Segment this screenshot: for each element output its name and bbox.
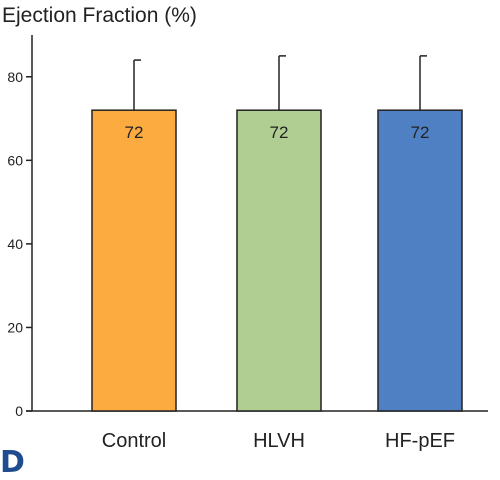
- x-tick-label: Control: [102, 430, 166, 452]
- bar-value-label: 72: [270, 123, 289, 142]
- x-tick-label: HF-pEF: [385, 430, 455, 452]
- bar-group-hlvh: 72: [236, 55, 322, 412]
- bar-group-control: 72: [91, 59, 177, 412]
- bar-value-label: 72: [125, 123, 144, 142]
- x-axis: Control HLVH HF-pEF: [26, 410, 488, 452]
- panel-label: D: [0, 445, 25, 480]
- bar: [377, 109, 463, 412]
- bar-group-hf-pef: 72: [377, 55, 463, 412]
- bar: [91, 109, 177, 412]
- x-tick-label: HLVH: [253, 430, 305, 452]
- bar: [236, 109, 322, 412]
- bar-value-label: 72: [411, 123, 430, 142]
- bars: 72 72 72: [91, 55, 463, 412]
- y-tick-label: 0: [15, 403, 23, 419]
- y-tick-label: 20: [7, 319, 23, 335]
- y-tick-label: 60: [7, 152, 23, 168]
- y-axis: 0 20 40 60 80: [7, 35, 33, 419]
- chart-title: Ejection Fraction (%): [2, 4, 197, 27]
- y-tick-label: 40: [7, 236, 23, 252]
- y-tick-label: 80: [7, 69, 23, 85]
